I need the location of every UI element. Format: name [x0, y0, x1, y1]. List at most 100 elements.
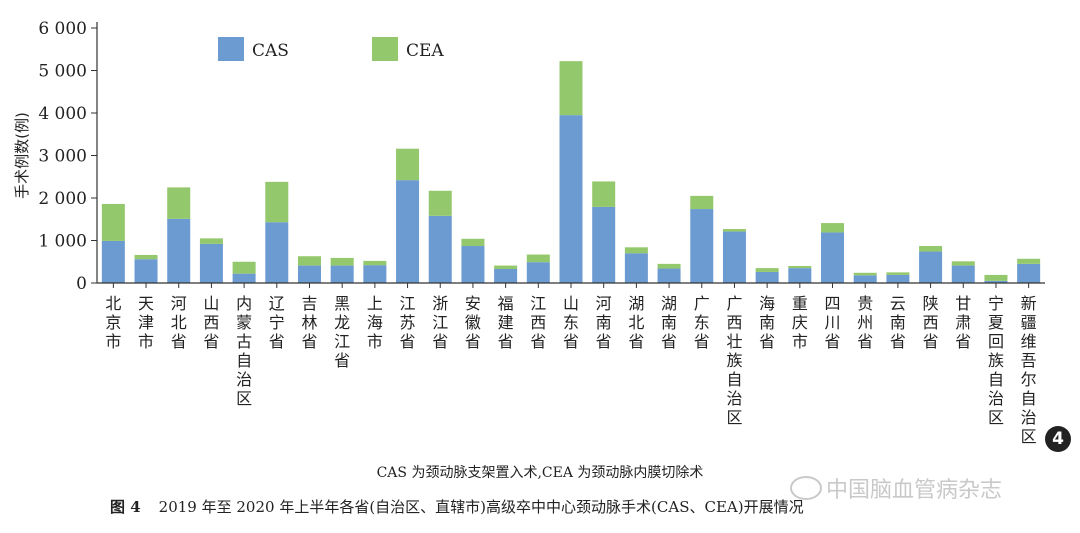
bar-cas	[722, 231, 746, 283]
bar-cas	[755, 271, 779, 283]
x-category-label: 湖北省	[628, 294, 644, 351]
bar-cas	[526, 262, 550, 283]
x-category-label: 内蒙古自治区	[236, 294, 252, 408]
bar-cea	[853, 272, 877, 276]
bar-cea	[1017, 258, 1041, 264]
bar-cas	[951, 265, 975, 283]
x-category-label: 重庆市	[792, 294, 808, 351]
x-category-label: 江西省	[530, 294, 546, 351]
x-category-label: 上海市	[367, 294, 383, 351]
bar-cea	[363, 260, 387, 266]
bar-cea	[919, 246, 943, 252]
figure-number: 图 4	[110, 498, 141, 516]
bar-cas	[494, 268, 518, 283]
stacked-bar-chart: 0 1 000 2 000 3 000 4 000 5 000 6 000 手术例数(例) 北京…	[13, 19, 1045, 446]
legend-label-cea: CEA	[406, 41, 444, 61]
bar-cas	[886, 274, 910, 283]
legend-label-cas: CAS	[252, 41, 289, 61]
y-tick-label: 3 000	[38, 147, 87, 167]
x-category-label: 福建省	[498, 294, 514, 351]
bar-cas	[134, 259, 158, 283]
bar-cea	[428, 190, 452, 216]
bar-cea	[494, 265, 518, 269]
bar-cea	[167, 187, 191, 219]
x-category-label: 陕西省	[923, 294, 939, 351]
bar-cea	[265, 181, 289, 223]
bar-cas	[167, 218, 191, 283]
bar-cea	[951, 261, 975, 266]
page-badge: 4	[1045, 426, 1071, 452]
bar-cea	[592, 181, 616, 207]
bar-cea	[297, 256, 321, 266]
x-category-label: 河南省	[596, 294, 612, 351]
bar-cas	[199, 243, 223, 283]
x-category-label: 贵州省	[857, 294, 873, 351]
x-category-label: 湖南省	[661, 294, 677, 351]
x-category-label: 山西省	[203, 294, 219, 351]
x-category-label: 浙江省	[432, 294, 448, 351]
bar-cas	[461, 246, 485, 283]
bar-cea	[526, 254, 550, 263]
bar-cea	[461, 238, 485, 247]
x-category-label: 宁夏回族自治区	[988, 294, 1004, 427]
bar-cas	[265, 222, 289, 283]
x-category-label: 新疆维吾尔自治区	[1021, 294, 1037, 446]
bar-cas	[788, 268, 812, 283]
x-category-label: 四川省	[825, 294, 841, 351]
x-category-label: 黑龙江省	[334, 294, 350, 370]
legend-swatch-cea	[372, 37, 398, 61]
bar-cea	[821, 223, 845, 233]
bar-cea	[984, 274, 1008, 281]
bar-cea	[330, 257, 354, 266]
bar-cea	[232, 261, 256, 274]
x-category-label: 天津市	[138, 294, 154, 351]
bar-cas	[592, 206, 616, 283]
bar-cas	[232, 273, 256, 283]
x-category-label: 河北省	[171, 294, 187, 351]
bar-cea	[101, 203, 125, 241]
x-category-label: 山东省	[563, 294, 579, 351]
x-category-label: 海南省	[759, 294, 775, 351]
bar-cea	[788, 266, 812, 269]
bar-cas	[853, 275, 877, 283]
watermark-text: 中国脑血管病杂志	[826, 478, 1003, 503]
legend-swatch-cas	[218, 37, 244, 61]
bar-cas	[363, 265, 387, 283]
x-category-label: 吉林省	[301, 294, 317, 351]
bar-cas	[396, 180, 420, 283]
x-category-label: 广西壮族自治区	[726, 294, 742, 427]
bar-cas	[821, 232, 845, 283]
wechat-icon	[790, 476, 822, 500]
bar-cas	[919, 251, 943, 283]
bar-cea	[559, 61, 583, 116]
bar-cea	[690, 195, 714, 210]
bar-cea	[657, 263, 681, 269]
bar-cas	[297, 265, 321, 283]
bar-cas	[624, 253, 648, 283]
bar-cas	[101, 240, 125, 283]
watermark: 中国脑血管病杂志	[790, 472, 1002, 504]
bar-cas	[330, 265, 354, 283]
chart-note: CAS 为颈动脉支架置入术,CEA 为颈动脉内膜切除术	[376, 465, 704, 481]
bar-cea	[134, 254, 158, 260]
bar-cas	[657, 268, 681, 283]
x-category-label: 辽宁省	[269, 294, 285, 351]
bar-cea	[396, 148, 420, 181]
bar-cea	[722, 229, 746, 232]
y-tick-label: 0	[76, 274, 87, 294]
y-tick-label: 6 000	[38, 19, 87, 39]
bar-cea	[199, 238, 223, 244]
bar-cas	[1017, 263, 1041, 283]
bar-cea	[624, 247, 648, 254]
y-tick-label: 2 000	[38, 189, 87, 209]
bar-cas	[559, 115, 583, 283]
y-tick-label: 4 000	[38, 104, 87, 124]
bar-cea	[886, 272, 910, 275]
figure-caption-text: 2019 年至 2020 年上半年各省(自治区、直辖市)高级卒中中心颈动脉手术(…	[158, 498, 804, 516]
x-category-label: 江苏省	[400, 294, 416, 351]
x-category-label: 甘肃省	[955, 294, 971, 351]
y-axis-label: 手术例数(例)	[13, 112, 31, 199]
bar-cas	[690, 209, 714, 283]
y-tick-label: 5 000	[38, 62, 87, 82]
bar-cas	[428, 215, 452, 283]
